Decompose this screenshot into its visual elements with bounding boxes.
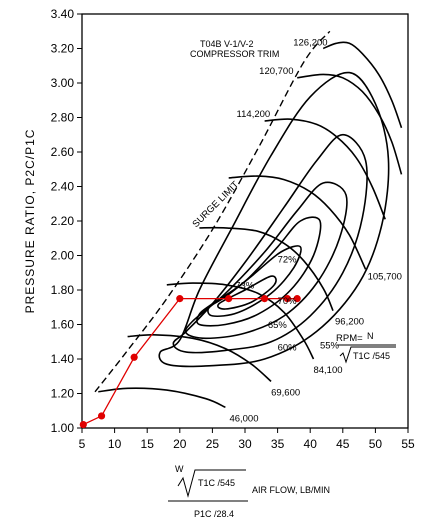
speed-line-label: 105,700 xyxy=(368,271,402,282)
x-tick-label: 35 xyxy=(271,437,285,451)
surge-limit-curve xyxy=(94,30,331,393)
y-tick-label: 2.80 xyxy=(51,111,75,125)
chart-subtitle: COMPRESSOR TRIM xyxy=(190,49,279,59)
speed-line xyxy=(228,175,367,270)
operating-point xyxy=(97,412,106,420)
y-tick-label: 2.20 xyxy=(51,214,75,228)
x-tick-label: 5 xyxy=(79,437,86,451)
speed-line-label: 96,200 xyxy=(335,317,364,328)
speed-line xyxy=(297,73,403,175)
y-axis-ticks: 1.00 1.20 1.40 1.60 1.80 2.00 2.20 2.40 2.60 2.80… xyxy=(51,7,82,435)
chart-annotations: 46,000 69,600 84,100 96,200 105,700 114,200 12… xyxy=(190,38,402,425)
y-tick-label: 2.40 xyxy=(51,180,75,194)
y-tick-label: 1.60 xyxy=(51,318,75,332)
operating-point xyxy=(79,420,87,429)
efficiency-island xyxy=(196,216,322,327)
y-tick-label: 2.00 xyxy=(51,249,75,263)
x-label-sqrt-term: T1C /545 xyxy=(198,478,235,488)
x-tick-label: 40 xyxy=(304,437,318,451)
rpm-formula-numerator: N xyxy=(367,331,374,341)
efficiency-label: 70% xyxy=(278,296,298,307)
efficiency-label: 72% xyxy=(278,254,298,265)
efficiency-label: 60% xyxy=(278,342,298,353)
surge-limit-line xyxy=(94,30,331,393)
operating-point xyxy=(283,295,291,303)
rpm-formula-sqrt xyxy=(339,346,396,364)
speed-line-label: 114,200 xyxy=(237,109,271,120)
y-tick-label: 3.20 xyxy=(51,42,75,56)
x-tick-label: 45 xyxy=(336,437,350,451)
speed-line-label: 120,700 xyxy=(259,66,293,77)
x-label-suffix: AIR FLOW, LB/MIN xyxy=(252,485,330,495)
speed-lines xyxy=(98,41,403,409)
x-tick-label: 20 xyxy=(173,437,187,451)
x-label-denominator: P1C /28.4 xyxy=(194,509,234,519)
x-tick-label: 15 xyxy=(141,437,155,451)
y-tick-label: 3.40 xyxy=(51,7,75,21)
operating-point xyxy=(260,295,269,303)
efficiency-label: 65% xyxy=(268,320,288,331)
efficiency-label: 73% xyxy=(235,280,255,291)
speed-line xyxy=(166,282,315,360)
chart-title: T04B V-1/V-2 xyxy=(200,39,254,49)
operating-line-path xyxy=(83,297,298,426)
surge-limit-label: SURGE LIMIT xyxy=(190,179,241,230)
y-axis-label: PRESSURE RATIO, P2C/P1C xyxy=(23,129,37,314)
speed-line xyxy=(98,387,226,409)
speed-line xyxy=(264,118,386,220)
rpm-formula-lhs: RPM= xyxy=(336,333,363,344)
plot-frame xyxy=(81,13,409,429)
efficiency-island xyxy=(158,71,390,368)
efficiency-island xyxy=(217,275,277,310)
operating-point xyxy=(176,295,184,303)
rpm-formula-denominator: T1C /545 xyxy=(353,351,390,361)
x-tick-label: 10 xyxy=(108,437,122,451)
speed-line-label: 126,200 xyxy=(293,38,327,49)
operating-point xyxy=(225,295,233,303)
operating-point xyxy=(293,295,301,303)
x-label-w: W xyxy=(175,464,184,474)
speed-line xyxy=(127,333,272,383)
rpm-formula: RPM= N T1C /545 xyxy=(336,331,396,364)
speed-line-label: 84,100 xyxy=(313,365,342,376)
speed-line-label: 69,600 xyxy=(271,387,300,398)
y-tick-label: 1.20 xyxy=(51,387,75,401)
speed-line xyxy=(199,226,334,312)
efficiency-island xyxy=(184,181,348,340)
operating-point xyxy=(130,353,138,361)
operating-line xyxy=(79,295,301,429)
x-axis-label: W T1C /545 AIR FLOW, LB/MIN P1C /28.4 xyxy=(168,464,330,519)
x-tick-label: 25 xyxy=(206,437,220,451)
x-tick-label: 50 xyxy=(369,437,383,451)
y-tick-label: 1.80 xyxy=(51,283,75,297)
y-tick-label: 3.00 xyxy=(51,76,75,90)
efficiency-label: 55% xyxy=(320,341,340,352)
y-tick-label: 2.60 xyxy=(51,145,75,159)
x-tick-label: 30 xyxy=(238,437,252,451)
y-tick-label: 1.00 xyxy=(51,421,75,435)
x-tick-label: 55 xyxy=(401,437,415,451)
x-label-sqrt-sign xyxy=(177,469,246,498)
efficiency-island xyxy=(172,133,368,354)
y-tick-label: 1.40 xyxy=(51,352,75,366)
x-axis-ticks: 5 10 15 20 25 30 35 40 45 50 55 xyxy=(79,428,415,451)
speed-line-label: 46,000 xyxy=(229,413,258,424)
speed-line xyxy=(322,41,403,129)
